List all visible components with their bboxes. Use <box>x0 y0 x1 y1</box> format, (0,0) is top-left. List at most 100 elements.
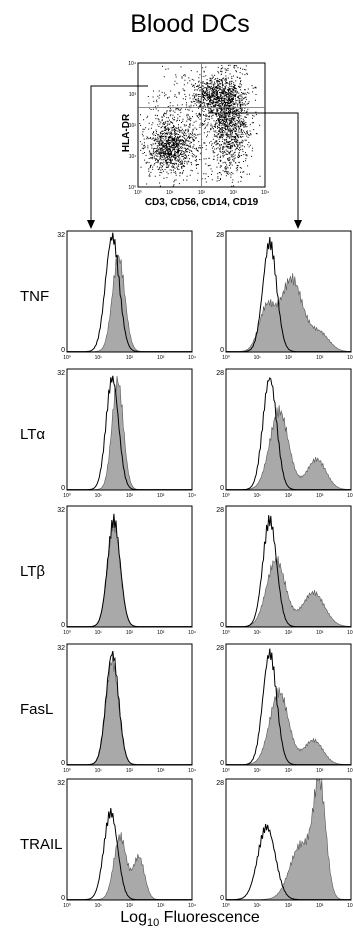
gate-arrow-right-head <box>294 220 302 229</box>
histogram-x-tick: 10¹ <box>254 903 262 909</box>
histogram-x-tick: 10² <box>285 493 293 499</box>
stain-histogram <box>225 556 352 628</box>
histogram-y-max: 28 <box>216 370 224 377</box>
dotplot-x-tick: 10³ <box>230 190 238 196</box>
dotplot-y-tick: 10⁴ <box>128 61 136 67</box>
histogram-x-tick: 10³ <box>157 630 165 636</box>
histogram-x-tick: 10⁴ <box>188 493 196 499</box>
histogram-x-tick: 10⁰ <box>63 768 71 774</box>
histogram-y-max: 32 <box>57 370 65 377</box>
histogram-x-tick: 10² <box>126 493 134 499</box>
histogram-x-tick: 10² <box>126 355 134 361</box>
stain-histogram <box>66 515 193 628</box>
row-label-1: LTα <box>20 426 45 443</box>
stain-histogram <box>225 404 352 491</box>
histogram-x-tick: 10⁰ <box>63 355 71 361</box>
histogram-y-min: 0 <box>220 347 224 354</box>
histogram-x-tick: 10¹ <box>254 768 262 774</box>
row-label-4: TRAIL <box>20 836 63 853</box>
histogram-y-min: 0 <box>61 347 65 354</box>
control-histogram <box>67 513 192 628</box>
histogram-x-tick: 10⁴ <box>347 493 353 499</box>
histogram-x-tick: 10⁴ <box>347 630 353 636</box>
histogram-frame <box>66 505 193 628</box>
histogram-frame <box>225 368 352 491</box>
dotplot-y-label: HLA-DR <box>121 113 132 152</box>
histogram-x-tick: 10³ <box>316 493 324 499</box>
dotplot-y-tick: 10² <box>129 123 137 129</box>
histogram-frame <box>225 778 352 901</box>
histogram-x-tick: 10⁰ <box>63 630 71 636</box>
histogram-x-tick: 10¹ <box>95 630 103 636</box>
x-axis-label: Log10 Fluorescence <box>120 909 260 929</box>
histogram-x-tick: 10⁰ <box>222 903 230 909</box>
histogram-frame <box>66 230 193 353</box>
histogram-x-tick: 10¹ <box>254 493 262 499</box>
gate-arrow-right-line <box>208 112 299 225</box>
histogram-x-tick: 10⁰ <box>63 903 71 909</box>
histogram-grid: TNF32010⁰10¹10²10³10⁴28010⁰10¹10²10³10⁴L… <box>20 230 353 909</box>
gate-arrow-left-line <box>90 85 148 225</box>
x-axis-label-rest: Fluorescence <box>159 909 260 926</box>
histogram-x-tick: 10³ <box>157 768 165 774</box>
histogram-x-tick: 10³ <box>316 768 324 774</box>
histogram-x-tick: 10² <box>285 630 293 636</box>
histogram-x-tick: 10² <box>285 355 293 361</box>
histogram-x-tick: 10² <box>285 903 293 909</box>
stain-histogram <box>225 778 352 901</box>
x-axis-label-log: Log <box>120 909 147 926</box>
dotplot-x-tick: 10⁴ <box>261 190 269 196</box>
histogram-x-tick: 10² <box>285 768 293 774</box>
stain-histogram <box>66 832 193 901</box>
histogram-x-tick: 10¹ <box>95 355 103 361</box>
dotplot-events <box>139 64 261 187</box>
histogram-x-tick: 10³ <box>316 903 324 909</box>
histogram-y-max: 32 <box>57 232 65 239</box>
histogram-y-min: 0 <box>61 622 65 629</box>
stain-histogram <box>66 375 193 491</box>
histogram-frame <box>225 643 352 766</box>
histogram-frame <box>66 643 193 766</box>
gating-arrows <box>87 85 302 229</box>
histogram-frame <box>225 230 352 353</box>
histogram-x-tick: 10¹ <box>95 903 103 909</box>
histogram-x-tick: 10¹ <box>95 493 103 499</box>
histogram-x-tick: 10³ <box>316 630 324 636</box>
histogram-y-min: 0 <box>61 895 65 902</box>
histogram-y-max: 32 <box>57 780 65 787</box>
x-axis-label-subscript: 10 <box>147 917 159 929</box>
dotplot-y-tick: 10¹ <box>129 154 137 160</box>
dotplot-x-tick: 10¹ <box>166 190 174 196</box>
dotplot-y-tick: 10⁰ <box>128 185 136 191</box>
histogram-y-min: 0 <box>220 485 224 492</box>
row-label-2: LTβ <box>20 563 45 580</box>
histogram-x-tick: 10¹ <box>254 630 262 636</box>
histogram-x-tick: 10⁰ <box>222 768 230 774</box>
histogram-y-max: 28 <box>216 232 224 239</box>
histogram-y-max: 28 <box>216 645 224 652</box>
histogram-y-max: 32 <box>57 645 65 652</box>
histogram-x-tick: 10⁴ <box>347 903 353 909</box>
histogram-x-tick: 10¹ <box>254 355 262 361</box>
dotplot-x-label: CD3, CD56, CD14, CD19 <box>145 197 259 208</box>
row-label-3: FasL <box>20 701 53 718</box>
histogram-x-tick: 10³ <box>157 903 165 909</box>
histogram-y-max: 28 <box>216 780 224 787</box>
histogram-x-tick: 10⁴ <box>188 630 196 636</box>
histogram-x-tick: 10² <box>126 768 134 774</box>
dotplot-x-tick: 10² <box>198 190 206 196</box>
histogram-x-tick: 10⁴ <box>347 768 353 774</box>
histogram-y-min: 0 <box>220 895 224 902</box>
histogram-y-min: 0 <box>220 760 224 767</box>
histogram-y-min: 0 <box>61 760 65 767</box>
control-histogram <box>67 375 192 491</box>
histogram-x-tick: 10⁴ <box>188 355 196 361</box>
